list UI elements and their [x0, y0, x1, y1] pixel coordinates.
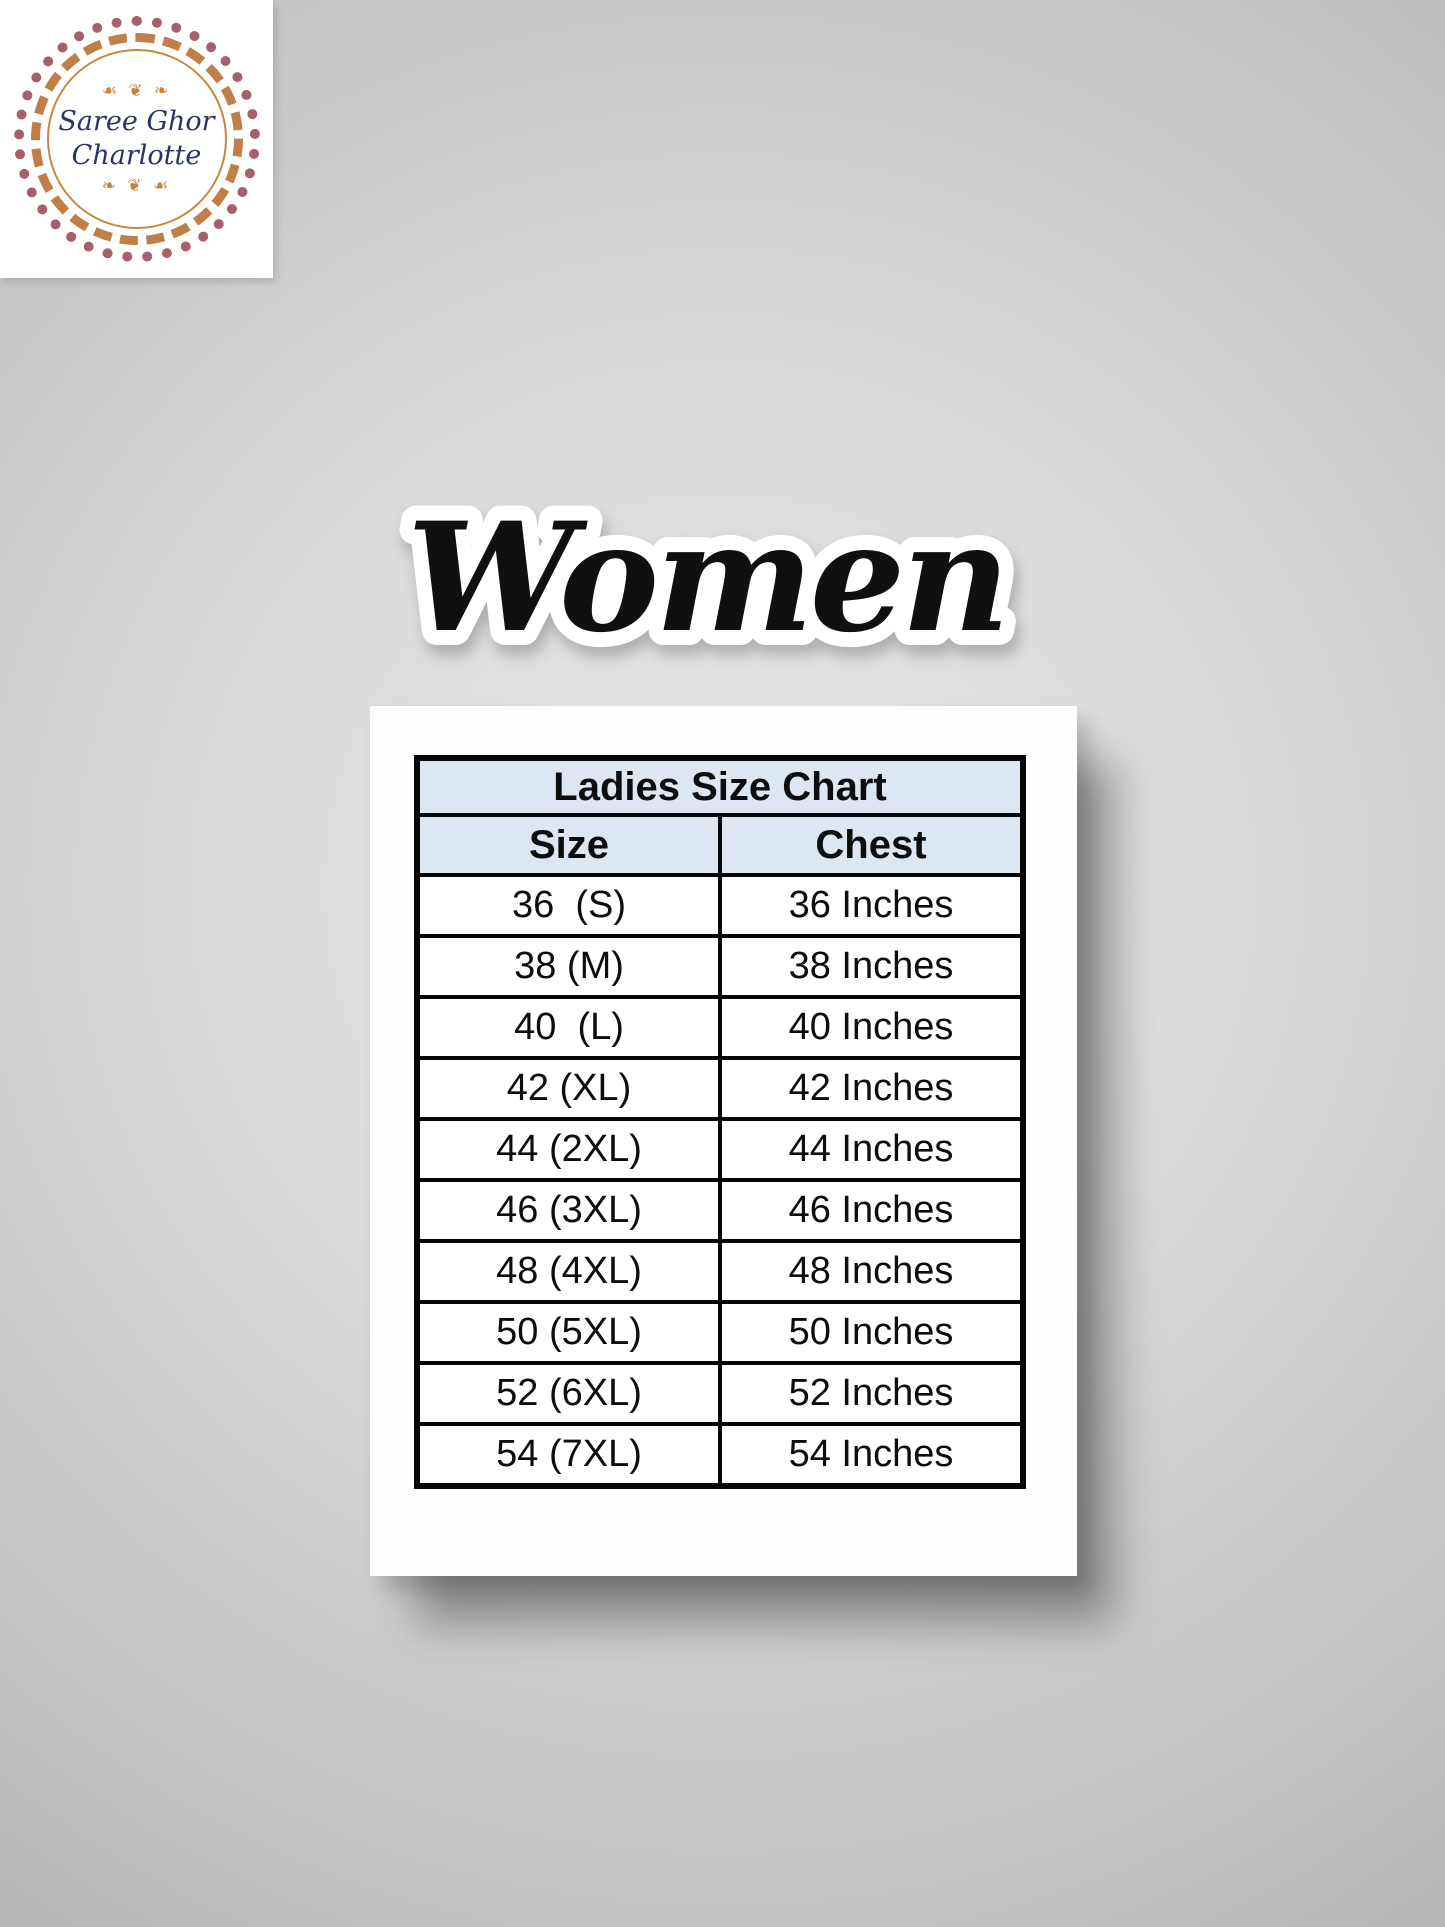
size-cell: 44 (2XL)	[415, 1117, 722, 1182]
logo-ornate-ring-inner: ☙ ❦ ❧ Saree Ghor Charlotte ❧ ❦ ☙	[46, 49, 227, 229]
size-chart-card: Ladies Size Chart Size Chest 36 (S) 36 I…	[370, 706, 1077, 1576]
table-title-row: Ladies Size Chart	[415, 756, 1025, 817]
logo-text-line2: Charlotte	[71, 140, 202, 171]
chest-cell: 54 Inches	[718, 1422, 1025, 1488]
size-cell: 46 (3XL)	[415, 1178, 722, 1243]
chest-cell: 40 Inches	[718, 995, 1025, 1060]
chest-cell: 38 Inches	[718, 934, 1025, 999]
size-cell: 52 (6XL)	[415, 1361, 722, 1426]
size-cell: 36 (S)	[415, 873, 722, 938]
table-header-row: Size Chest	[415, 813, 1025, 877]
chest-cell: 50 Inches	[718, 1300, 1025, 1365]
table-row: 54 (7XL) 54 Inches	[415, 1422, 1025, 1488]
logo-ornate-ring-outer: ☙ ❦ ❧ Saree Ghor Charlotte ❧ ❦ ☙	[13, 16, 260, 262]
size-cell: 38 (M)	[415, 934, 722, 999]
logo-text-line1: Saree Ghor	[58, 106, 215, 138]
size-cell: 42 (XL)	[415, 1056, 722, 1121]
table-row: 42 (XL) 42 Inches	[415, 1056, 1025, 1121]
table-row: 50 (5XL) 50 Inches	[415, 1300, 1025, 1365]
logo-flourish-bottom-icon: ❧ ❦ ☙	[101, 175, 172, 196]
table-title: Ladies Size Chart	[415, 756, 1025, 817]
table-row: 52 (6XL) 52 Inches	[415, 1361, 1025, 1426]
women-title-text: Women	[406, 490, 1005, 666]
chest-cell: 42 Inches	[718, 1056, 1025, 1121]
chest-cell: 36 Inches	[718, 873, 1025, 938]
chest-cell: 46 Inches	[718, 1178, 1025, 1243]
table-row: 48 (4XL) 48 Inches	[415, 1239, 1025, 1304]
brand-logo: ☙ ❦ ❧ Saree Ghor Charlotte ❧ ❦ ☙	[0, 0, 273, 278]
size-chart-table: Ladies Size Chart Size Chest 36 (S) 36 I…	[414, 755, 1026, 1489]
table-row: 46 (3XL) 46 Inches	[415, 1178, 1025, 1243]
chest-cell: 48 Inches	[718, 1239, 1025, 1304]
table-row: 36 (S) 36 Inches	[415, 873, 1025, 938]
chest-cell: 44 Inches	[718, 1117, 1025, 1182]
women-title-sticker: Women	[391, 475, 1024, 681]
size-cell: 40 (L)	[415, 995, 722, 1060]
logo-ornate-ring-middle: ☙ ❦ ❧ Saree Ghor Charlotte ❧ ❦ ☙	[30, 33, 243, 245]
logo-text: Saree Ghor Charlotte	[58, 105, 214, 173]
size-cell: 54 (7XL)	[415, 1422, 722, 1488]
table-row: 40 (L) 40 Inches	[415, 995, 1025, 1060]
table-row: 44 (2XL) 44 Inches	[415, 1117, 1025, 1182]
column-header-chest: Chest	[718, 813, 1025, 877]
logo-flourish-top-icon: ☙ ❦ ❧	[101, 81, 172, 102]
size-cell: 50 (5XL)	[415, 1300, 722, 1365]
column-header-size: Size	[415, 813, 722, 877]
size-cell: 48 (4XL)	[415, 1239, 722, 1304]
table-row: 38 (M) 38 Inches	[415, 934, 1025, 999]
chest-cell: 52 Inches	[718, 1361, 1025, 1426]
